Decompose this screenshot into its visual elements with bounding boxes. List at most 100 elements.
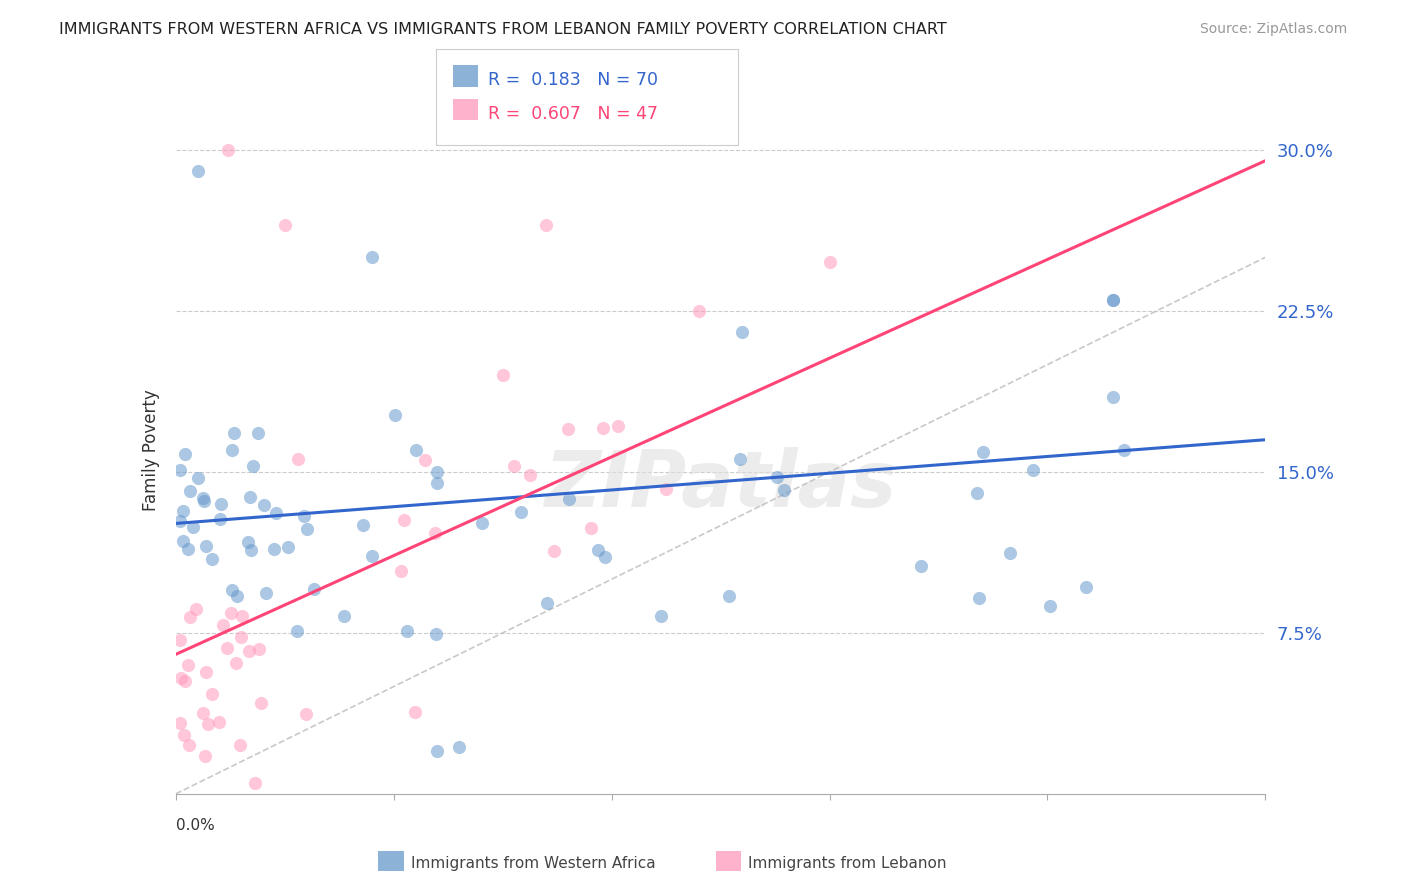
Point xyxy=(169,463,191,477)
Point xyxy=(221,582,243,597)
Point xyxy=(222,425,245,440)
Point xyxy=(245,776,267,790)
Point xyxy=(766,470,789,484)
Point xyxy=(193,494,215,508)
Point xyxy=(211,497,233,511)
Point xyxy=(1022,463,1045,477)
Point xyxy=(426,465,449,479)
Point xyxy=(287,451,309,466)
Point xyxy=(177,738,200,752)
Point xyxy=(998,546,1021,560)
Point xyxy=(240,543,263,558)
Point xyxy=(225,656,247,670)
Point xyxy=(333,608,356,623)
Point xyxy=(221,442,243,457)
Point xyxy=(256,586,278,600)
Point xyxy=(1102,293,1125,308)
Point xyxy=(169,514,191,528)
Point xyxy=(543,543,565,558)
Point xyxy=(172,504,194,518)
Point xyxy=(169,632,191,647)
Point xyxy=(557,422,579,436)
Point xyxy=(277,540,299,554)
Point xyxy=(253,498,276,512)
Point xyxy=(910,559,932,574)
Point xyxy=(194,665,217,680)
Point xyxy=(179,484,201,499)
Point xyxy=(423,526,446,541)
Point xyxy=(384,409,406,423)
Point xyxy=(173,728,195,742)
Point xyxy=(1074,580,1097,594)
Point xyxy=(208,715,231,730)
Point xyxy=(170,671,193,685)
Point xyxy=(717,589,740,603)
Point xyxy=(295,522,318,536)
Point xyxy=(966,485,988,500)
Point xyxy=(360,549,382,563)
Point xyxy=(425,627,447,641)
Point xyxy=(217,143,239,157)
Point xyxy=(219,606,242,620)
Point xyxy=(181,520,204,534)
Point xyxy=(249,696,271,710)
Point xyxy=(172,534,194,549)
Point xyxy=(174,447,197,461)
Point xyxy=(1102,293,1125,308)
Point xyxy=(731,326,754,340)
Y-axis label: Family Poverty: Family Poverty xyxy=(142,390,160,511)
Point xyxy=(509,505,531,519)
Point xyxy=(1112,442,1135,457)
Point xyxy=(392,513,415,527)
Text: Immigrants from Lebanon: Immigrants from Lebanon xyxy=(748,856,946,871)
Point xyxy=(186,164,209,178)
Point xyxy=(211,618,233,632)
Point xyxy=(215,641,238,656)
Point xyxy=(536,596,558,610)
Point xyxy=(447,739,470,754)
Point xyxy=(405,706,427,720)
Point xyxy=(426,475,449,490)
Point xyxy=(174,673,197,688)
Point xyxy=(274,218,297,232)
Point xyxy=(772,483,794,497)
Point xyxy=(534,218,557,232)
Point xyxy=(191,491,214,505)
Point xyxy=(186,602,208,616)
Point xyxy=(579,521,602,535)
Point xyxy=(586,542,609,557)
Point xyxy=(607,419,630,434)
Point xyxy=(650,609,672,624)
Point xyxy=(405,442,427,457)
Point xyxy=(519,467,541,482)
Point xyxy=(818,254,841,268)
Point xyxy=(239,490,262,504)
Point xyxy=(688,304,710,318)
Point xyxy=(263,542,285,557)
Point xyxy=(395,624,418,638)
Point xyxy=(389,564,412,578)
Point xyxy=(201,687,224,701)
Point xyxy=(292,508,315,523)
Point xyxy=(415,452,437,467)
Point xyxy=(302,582,325,596)
Point xyxy=(236,535,259,549)
Point xyxy=(177,541,200,556)
Point xyxy=(186,471,209,485)
Point xyxy=(972,445,994,459)
Point xyxy=(226,590,249,604)
Text: R =  0.607   N = 47: R = 0.607 N = 47 xyxy=(488,105,658,123)
Point xyxy=(593,549,616,564)
Text: R =  0.183   N = 70: R = 0.183 N = 70 xyxy=(488,71,658,89)
Text: ZIPatlas: ZIPatlas xyxy=(544,447,897,523)
Text: Source: ZipAtlas.com: Source: ZipAtlas.com xyxy=(1199,22,1347,37)
Point xyxy=(247,425,270,440)
Point xyxy=(1102,390,1125,404)
Point xyxy=(209,512,232,526)
Point xyxy=(247,642,270,657)
Point xyxy=(360,250,382,264)
Point xyxy=(194,749,217,764)
Text: IMMIGRANTS FROM WESTERN AFRICA VS IMMIGRANTS FROM LEBANON FAMILY POVERTY CORRELA: IMMIGRANTS FROM WESTERN AFRICA VS IMMIGR… xyxy=(59,22,946,37)
Point xyxy=(353,518,375,533)
Point xyxy=(492,368,515,383)
